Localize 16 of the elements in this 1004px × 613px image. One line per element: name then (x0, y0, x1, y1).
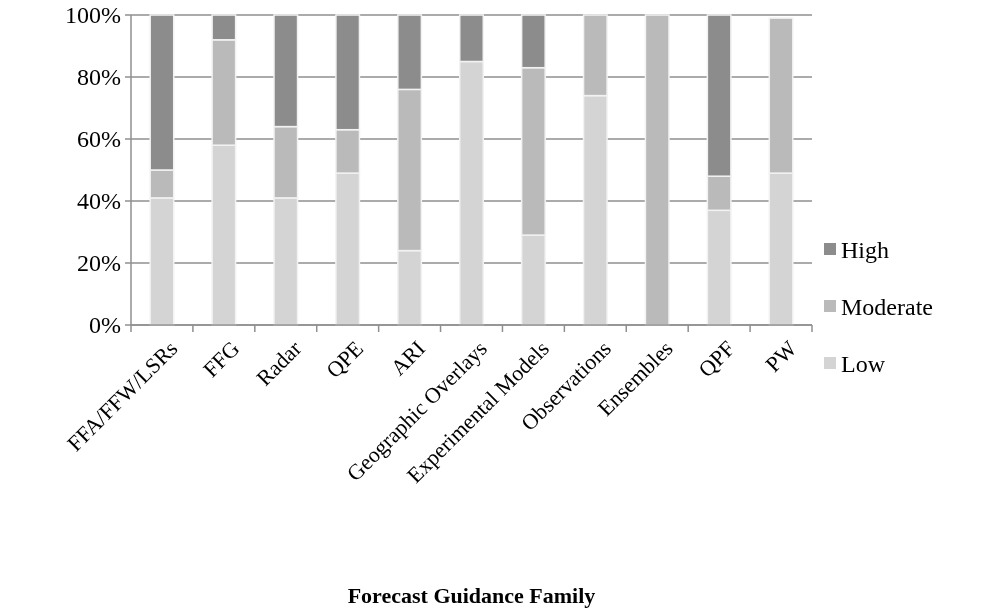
x-tick-label: ARI (385, 335, 431, 381)
y-tick-label: 100% (65, 2, 121, 29)
legend-label: High (841, 237, 889, 264)
x-axis-title: Forecast Guidance Family (347, 583, 596, 608)
y-tick-label: 80% (77, 64, 121, 91)
x-tick-label: PW (760, 335, 802, 377)
x-tick-label: QPE (321, 335, 369, 383)
x-tick-label: QPF (693, 335, 740, 382)
legend-label: Low (841, 351, 886, 378)
y-tick-label: 0% (89, 312, 121, 339)
bar (644, 14, 670, 326)
y-tick-label: 60% (77, 126, 121, 153)
y-tick-label: 20% (77, 250, 121, 277)
y-tick-label: 40% (77, 188, 121, 215)
x-tick-label: FFG (198, 335, 245, 382)
legend-label: Moderate (841, 294, 933, 321)
